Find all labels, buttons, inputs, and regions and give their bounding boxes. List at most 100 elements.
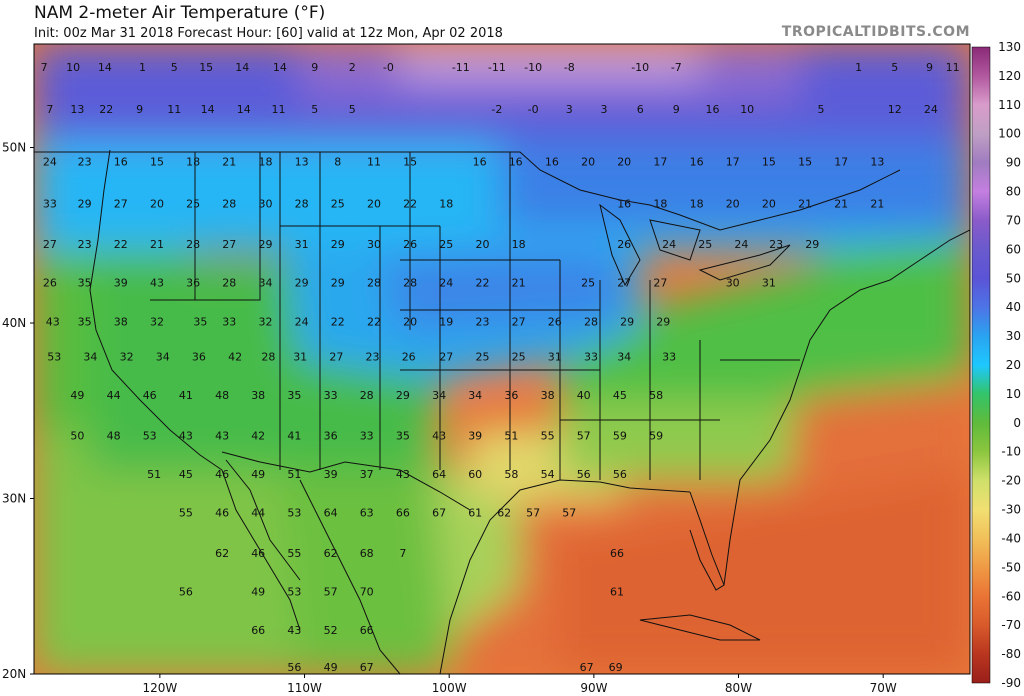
- station-value: 51: [504, 429, 518, 442]
- station-value: 59: [649, 429, 663, 442]
- station-value: 45: [613, 389, 627, 402]
- station-value: 27: [114, 198, 128, 211]
- station-value: 3: [566, 103, 573, 116]
- station-value: 33: [584, 350, 598, 363]
- station-value: 61: [610, 586, 624, 599]
- station-value: 31: [295, 238, 309, 251]
- colorbar-tick-label: -80: [1001, 647, 1021, 661]
- colorbar-tick-label: 40: [1006, 300, 1021, 314]
- station-value: 5: [311, 103, 318, 116]
- station-value: 16: [473, 156, 487, 169]
- station-value: 28: [367, 277, 381, 290]
- station-value: 28: [222, 198, 236, 211]
- station-value: 48: [215, 389, 229, 402]
- station-value: 22: [99, 103, 113, 116]
- station-value: 62: [497, 507, 511, 520]
- station-value: 32: [259, 315, 273, 328]
- station-value: 55: [541, 429, 555, 442]
- station-value: 33: [360, 429, 374, 442]
- colorbar-tick-label: 0: [1013, 416, 1021, 430]
- station-value: 26: [548, 315, 562, 328]
- colorbar-tick-label: -30: [1001, 503, 1021, 517]
- station-value: 55: [179, 507, 193, 520]
- station-value: 28: [584, 315, 598, 328]
- station-value: 40: [577, 389, 591, 402]
- station-value: 30: [367, 238, 381, 251]
- station-value: 3: [601, 103, 608, 116]
- station-value: 13: [295, 156, 309, 169]
- station-value: 49: [251, 586, 265, 599]
- station-value: 64: [324, 507, 338, 520]
- station-value: 64: [432, 468, 446, 481]
- station-value: 46: [143, 389, 157, 402]
- colorbar-gradient: [971, 46, 991, 684]
- station-value: 39: [114, 277, 128, 290]
- station-value: 30: [259, 198, 273, 211]
- station-value: 24: [662, 238, 676, 251]
- station-value: 10: [66, 61, 80, 74]
- station-value: 57: [324, 586, 338, 599]
- colorbar-tick-label: -50: [1001, 560, 1021, 574]
- station-value: 6: [637, 103, 644, 116]
- map-frame: [33, 43, 971, 675]
- station-value: 34: [468, 389, 482, 402]
- station-value: 43: [396, 468, 410, 481]
- station-value: 26: [617, 238, 631, 251]
- station-value: 28: [403, 277, 417, 290]
- station-value: 27: [43, 238, 57, 251]
- station-value: 70: [360, 586, 374, 599]
- station-value: 22: [476, 277, 490, 290]
- station-value: 66: [610, 547, 624, 560]
- station-value: -10: [524, 61, 542, 74]
- station-value: 13: [870, 156, 884, 169]
- station-value: 11: [946, 61, 960, 74]
- station-value: 39: [468, 429, 482, 442]
- station-value: 30: [726, 277, 740, 290]
- station-value: -0: [528, 103, 539, 116]
- station-value: 24: [43, 156, 57, 169]
- station-value: 10: [740, 103, 754, 116]
- station-value: 8: [334, 156, 341, 169]
- station-value: 1: [855, 61, 862, 74]
- station-value: 46: [251, 547, 265, 560]
- colorbar-tick-label: -10: [1001, 445, 1021, 459]
- latitude-labels: 50N 40N 30N 20N: [2, 141, 34, 681]
- station-value: 43: [432, 429, 446, 442]
- station-value: 20: [403, 315, 417, 328]
- station-value: 27: [439, 350, 453, 363]
- colorbar-tick-label: 90: [1006, 156, 1021, 170]
- station-value: 29: [331, 277, 345, 290]
- station-value: 43: [179, 429, 193, 442]
- colorbar-tick-label: 130: [998, 40, 1021, 54]
- station-value: 22: [114, 238, 128, 251]
- station-value: 29: [331, 238, 345, 251]
- station-value: 31: [762, 277, 776, 290]
- map-subtitle: Init: 00z Mar 31 2018 Forecast Hour: [60…: [34, 26, 503, 41]
- station-value: 7: [399, 547, 406, 560]
- station-value: 36: [504, 389, 518, 402]
- station-value: 20: [762, 198, 776, 211]
- station-value: 53: [143, 429, 157, 442]
- station-value: 32: [120, 350, 134, 363]
- station-value: 14: [273, 61, 287, 74]
- station-value: 26: [402, 350, 416, 363]
- station-value: 57: [526, 507, 540, 520]
- station-value: 28: [360, 389, 374, 402]
- station-value: 18: [439, 198, 453, 211]
- station-value: 33: [43, 198, 57, 211]
- station-value: 58: [504, 468, 518, 481]
- station-value: 39: [324, 468, 338, 481]
- station-value: 56: [179, 586, 193, 599]
- station-value: 51: [287, 468, 301, 481]
- station-value: 2: [349, 61, 356, 74]
- station-value: 11: [367, 156, 381, 169]
- station-value: 27: [653, 277, 667, 290]
- station-value: 15: [403, 156, 417, 169]
- station-value: -0: [383, 61, 394, 74]
- station-value: 38: [541, 389, 555, 402]
- station-value: 25: [581, 277, 595, 290]
- station-value: 16: [509, 156, 523, 169]
- station-value: 20: [150, 198, 164, 211]
- station-value: 23: [366, 350, 380, 363]
- station-value: 7: [41, 61, 48, 74]
